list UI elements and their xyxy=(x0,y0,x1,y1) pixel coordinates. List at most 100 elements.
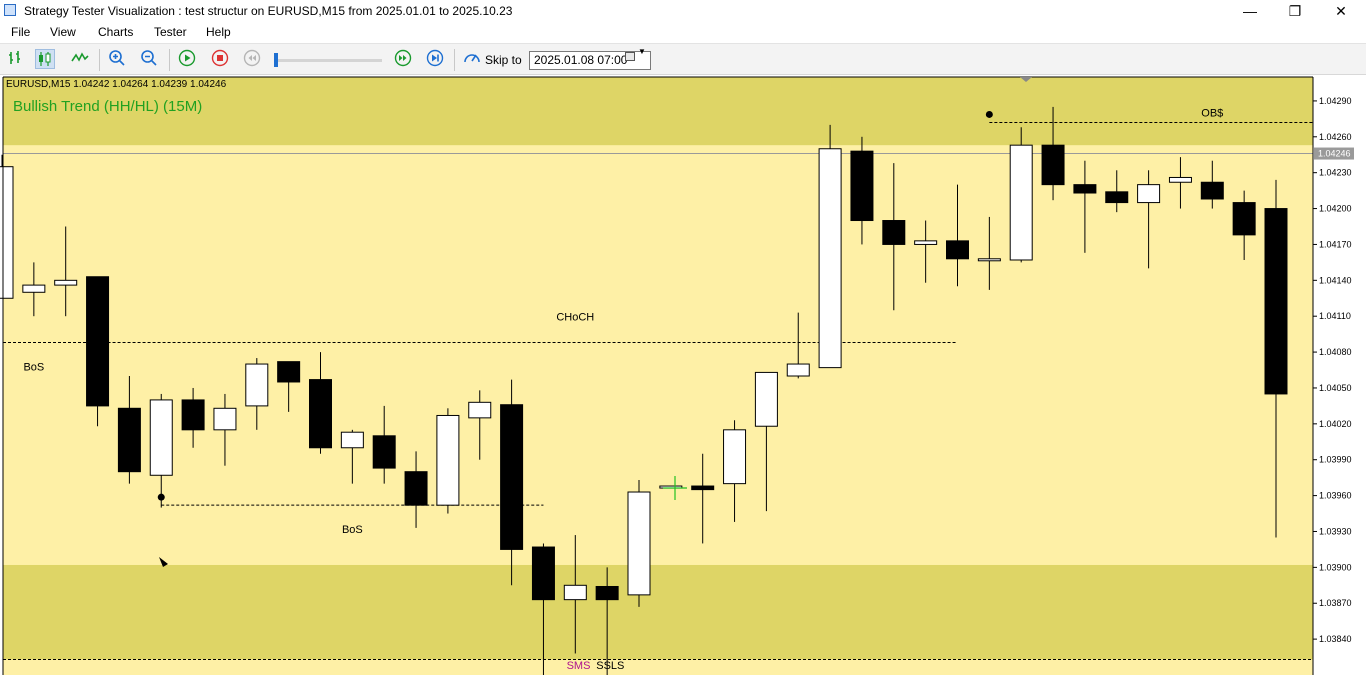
step-forward-icon[interactable] xyxy=(425,49,445,69)
window-title: Strategy Tester Visualization : test str… xyxy=(24,4,513,18)
zone-0 xyxy=(3,77,1313,146)
play-icon[interactable] xyxy=(177,49,197,69)
y-tick-label: 1.03930 xyxy=(1319,526,1352,536)
skip-to-label[interactable]: Skip to xyxy=(485,53,522,67)
symbol-info: EURUSD,M15 1.04242 1.04264 1.04239 1.042… xyxy=(6,79,227,90)
y-tick-label: 1.03840 xyxy=(1319,634,1352,644)
title-bar: Strategy Tester Visualization : test str… xyxy=(0,0,1366,22)
candle-8 xyxy=(245,358,269,430)
rewind-icon xyxy=(242,49,262,69)
structure-label-0: SMS xyxy=(567,660,591,672)
zone-1 xyxy=(3,564,1313,660)
candle-1 xyxy=(22,262,46,317)
app-icon xyxy=(4,4,16,16)
menu-tester[interactable]: Tester xyxy=(154,25,187,39)
toolbar: Skip to 2025.01.08 07:00 ▼ xyxy=(0,43,1366,75)
menu-file[interactable]: File xyxy=(11,25,31,39)
candle-37 xyxy=(1168,157,1192,209)
candle-30 xyxy=(946,184,969,287)
y-tick-label: 1.04020 xyxy=(1319,419,1352,429)
swing-marker-icon xyxy=(985,110,993,118)
candle-13 xyxy=(404,451,428,528)
candle-3 xyxy=(86,276,110,427)
stop-icon[interactable] xyxy=(210,49,230,69)
period-marker-icon xyxy=(1020,77,1032,82)
candle-11 xyxy=(340,429,364,484)
candle-16 xyxy=(500,379,524,586)
crosshair-cursor xyxy=(663,476,687,500)
candle-31 xyxy=(977,216,1001,290)
fast-forward-icon[interactable] xyxy=(393,49,413,69)
trend-label: Bullish Trend (HH/HL) (15M) xyxy=(13,98,202,115)
candle-25 xyxy=(786,312,810,379)
y-tick-label: 1.03900 xyxy=(1319,562,1352,572)
candle-14 xyxy=(436,408,460,514)
candle-5 xyxy=(149,393,173,508)
y-tick-label: 1.04230 xyxy=(1319,168,1352,178)
candle-27 xyxy=(850,136,874,245)
candle-10 xyxy=(309,352,332,454)
chevron-down-icon[interactable]: ▼ xyxy=(638,47,646,56)
candle-23 xyxy=(723,420,747,522)
candle-15 xyxy=(468,390,492,460)
close-button[interactable]: ✕ xyxy=(1335,3,1347,19)
candle-24 xyxy=(754,371,778,512)
menu-help[interactable]: Help xyxy=(206,25,231,39)
menu-bar: File View Charts Tester Help xyxy=(0,22,1366,42)
candle-29 xyxy=(914,220,938,283)
level-label-0: CHoCH xyxy=(556,312,594,324)
candle-40 xyxy=(1264,179,1288,538)
candle-34 xyxy=(1073,160,1097,253)
candle-19 xyxy=(595,567,619,675)
skip-to-icon[interactable] xyxy=(462,49,482,69)
candle-7 xyxy=(213,393,237,466)
candle-26 xyxy=(818,124,842,369)
menu-charts[interactable]: Charts xyxy=(98,25,134,39)
candle-22 xyxy=(691,453,715,544)
candle-20 xyxy=(627,480,651,607)
candle-12 xyxy=(372,405,396,484)
price-chart[interactable]: CHoCH BoS BoS OB$ SMS SSLS 1.04290 1.04260 1.04… xyxy=(0,75,1366,675)
y-tick-label: 1.04140 xyxy=(1319,275,1352,285)
candle-28 xyxy=(882,163,906,311)
candle-6 xyxy=(181,387,205,448)
minimize-button[interactable]: — xyxy=(1243,3,1257,19)
candle-0 xyxy=(0,154,14,299)
y-tick-label: 1.03870 xyxy=(1319,598,1352,608)
candle-36 xyxy=(1137,170,1161,269)
candle-33 xyxy=(1041,106,1065,201)
current-price-tag xyxy=(1314,147,1354,160)
speed-slider-track[interactable] xyxy=(276,59,382,62)
candle-35 xyxy=(1105,170,1129,213)
arrow-marker-icon xyxy=(159,557,168,567)
candle-32 xyxy=(1009,127,1033,263)
y-tick-label: 1.03990 xyxy=(1319,455,1352,465)
level-label-2: BoS xyxy=(342,524,363,536)
y-tick-label: 1.04200 xyxy=(1319,204,1352,214)
y-tick-label: 1.04050 xyxy=(1319,383,1352,393)
candle-38 xyxy=(1200,160,1224,209)
y-tick-label: 1.04080 xyxy=(1319,347,1352,357)
y-tick-label: 1.04290 xyxy=(1319,96,1352,106)
candle-2 xyxy=(54,226,78,317)
line-chart-icon[interactable] xyxy=(70,49,90,69)
zoom-in-icon[interactable] xyxy=(107,49,127,69)
menu-view[interactable]: View xyxy=(50,25,76,39)
maximize-button[interactable]: ❐ xyxy=(1288,3,1302,19)
skip-to-date-input[interactable]: 2025.01.08 07:00 xyxy=(529,51,651,70)
calendar-icon[interactable] xyxy=(625,52,635,61)
candle-4 xyxy=(117,376,141,484)
candlestick-icon[interactable] xyxy=(35,49,55,69)
level-label-1: BoS xyxy=(23,362,44,374)
zoom-out-icon[interactable] xyxy=(139,49,159,69)
level-label-3: OB$ xyxy=(1201,107,1223,119)
chart-window[interactable]: CHoCH BoS BoS OB$ SMS SSLS 1.04290 1.04260 1.04… xyxy=(0,75,1366,675)
candle-39 xyxy=(1232,190,1256,260)
y-tick-label: 1.04110 xyxy=(1319,311,1351,321)
bar-chart-icon[interactable] xyxy=(6,49,26,69)
candle-9 xyxy=(277,361,301,412)
y-tick-label: 1.04170 xyxy=(1319,239,1352,249)
speed-slider-thumb[interactable] xyxy=(274,53,278,67)
candle-18 xyxy=(563,535,587,654)
candle-17 xyxy=(531,543,555,675)
